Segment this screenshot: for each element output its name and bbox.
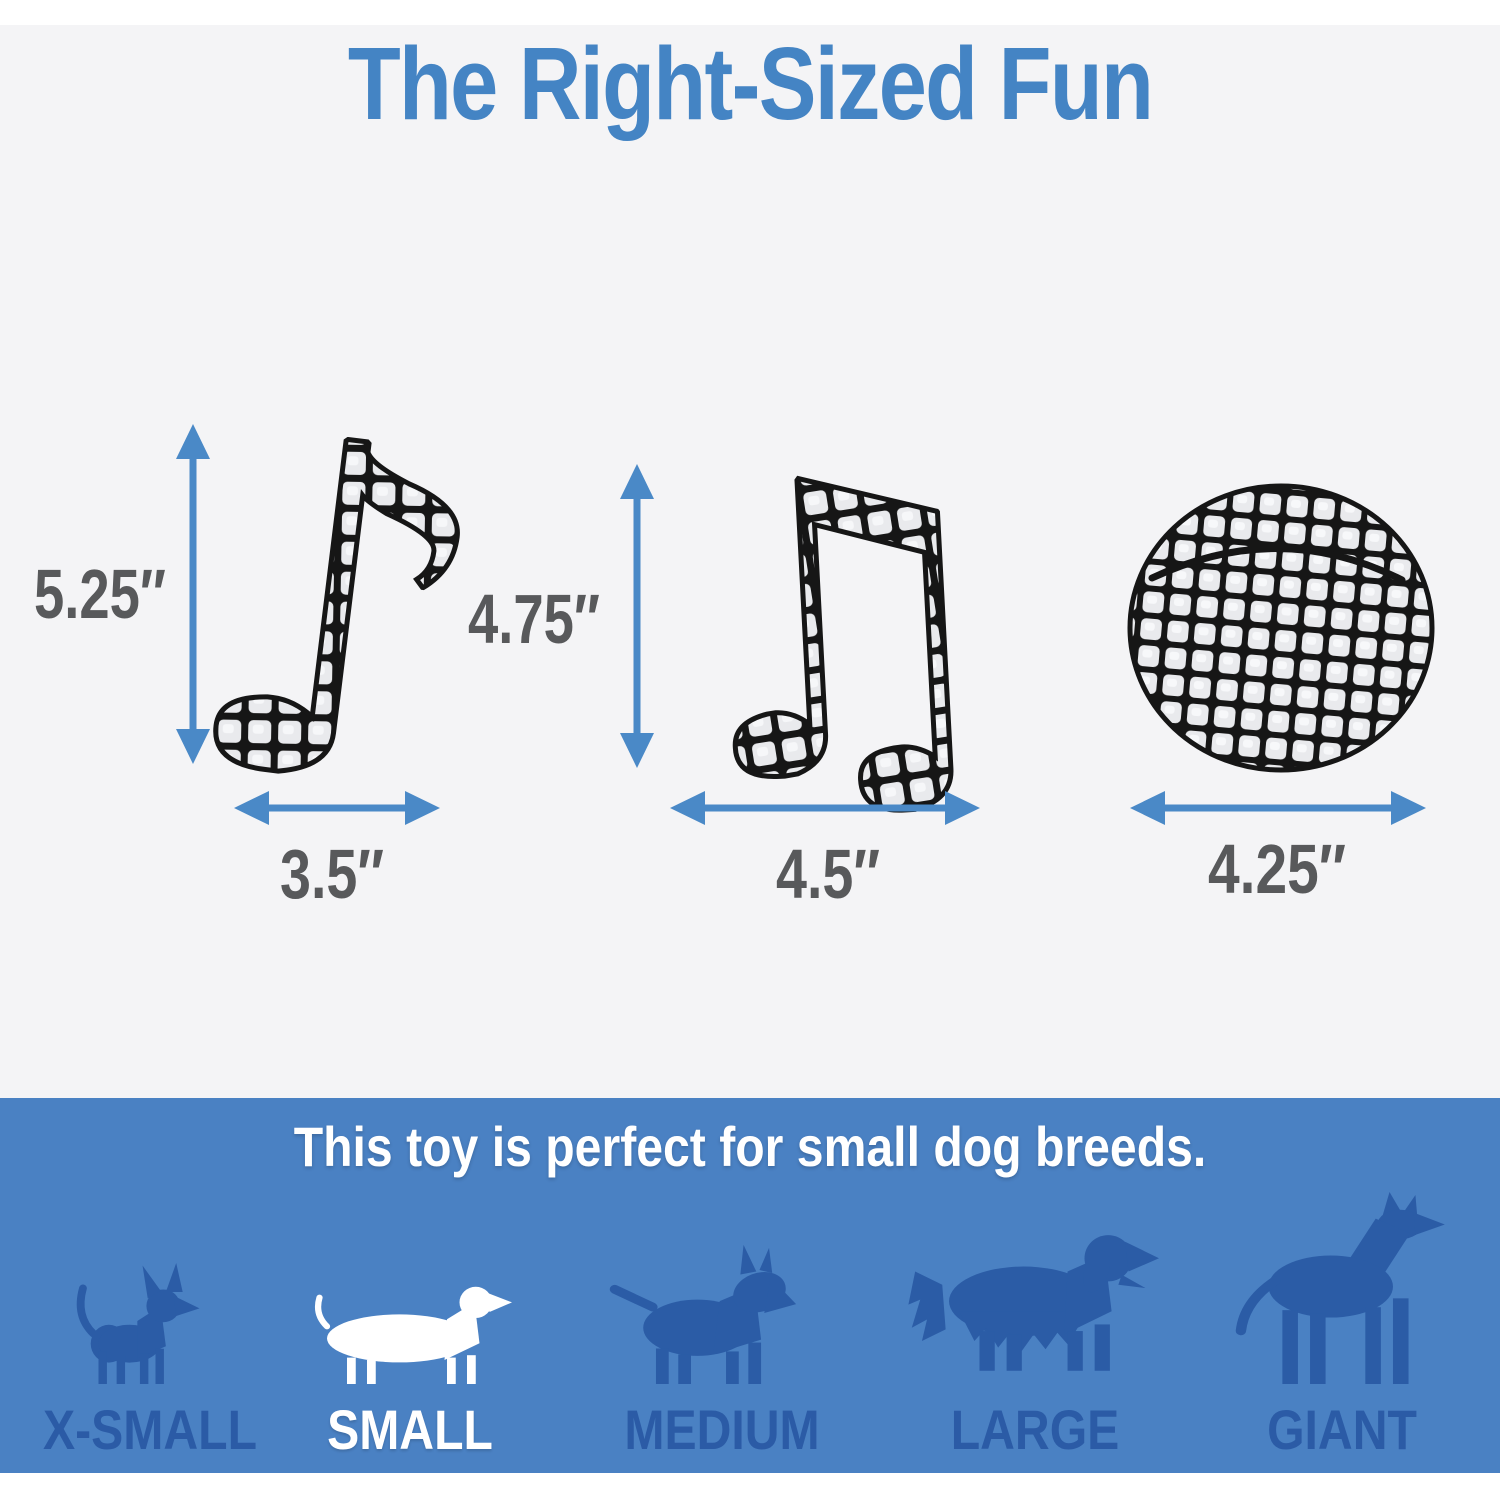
chihuahua-icon bbox=[76, 1263, 200, 1384]
size-label-medium: MEDIUM bbox=[624, 1398, 820, 1461]
width-arrow-beamed-note bbox=[670, 791, 980, 825]
width-arrow-eighth-note bbox=[234, 791, 440, 825]
height-arrow-beamed-note bbox=[620, 464, 654, 768]
size-label-small: SMALL bbox=[327, 1398, 493, 1461]
size-label-xsmall: X-SMALL bbox=[42, 1398, 258, 1461]
banner-text: This toy is perfect for small dog breeds… bbox=[293, 1115, 1207, 1178]
beamed-note-plush-toy: ♫ bbox=[643, 387, 1030, 877]
width-label-beamed-note: 4.5″ bbox=[776, 835, 880, 913]
dachshund-icon bbox=[314, 1286, 512, 1384]
size-label-large: LARGE bbox=[950, 1398, 1120, 1461]
height-arrow-eighth-note bbox=[176, 424, 210, 764]
size-label-giant: GIANT bbox=[1267, 1398, 1417, 1461]
great-dane-icon bbox=[1235, 1192, 1445, 1384]
width-label-disco-ball: 4.25″ bbox=[1208, 830, 1346, 908]
page-title: The Right-Sized Fun bbox=[347, 26, 1154, 141]
width-label-eighth-note: 3.5″ bbox=[280, 835, 384, 913]
eighth-note-plush-toy: ♪ bbox=[160, 333, 517, 900]
disco-ball-plush-toy bbox=[1127, 483, 1435, 773]
breed-size-banner: This toy is perfect for small dog breeds… bbox=[0, 1098, 1500, 1473]
height-label-beamed-note: 4.75″ bbox=[468, 580, 600, 658]
retriever-icon bbox=[908, 1235, 1159, 1371]
height-label-eighth-note: 5.25″ bbox=[34, 555, 166, 633]
width-arrow-disco-ball bbox=[1130, 791, 1426, 825]
bull-terrier-icon bbox=[609, 1244, 797, 1384]
